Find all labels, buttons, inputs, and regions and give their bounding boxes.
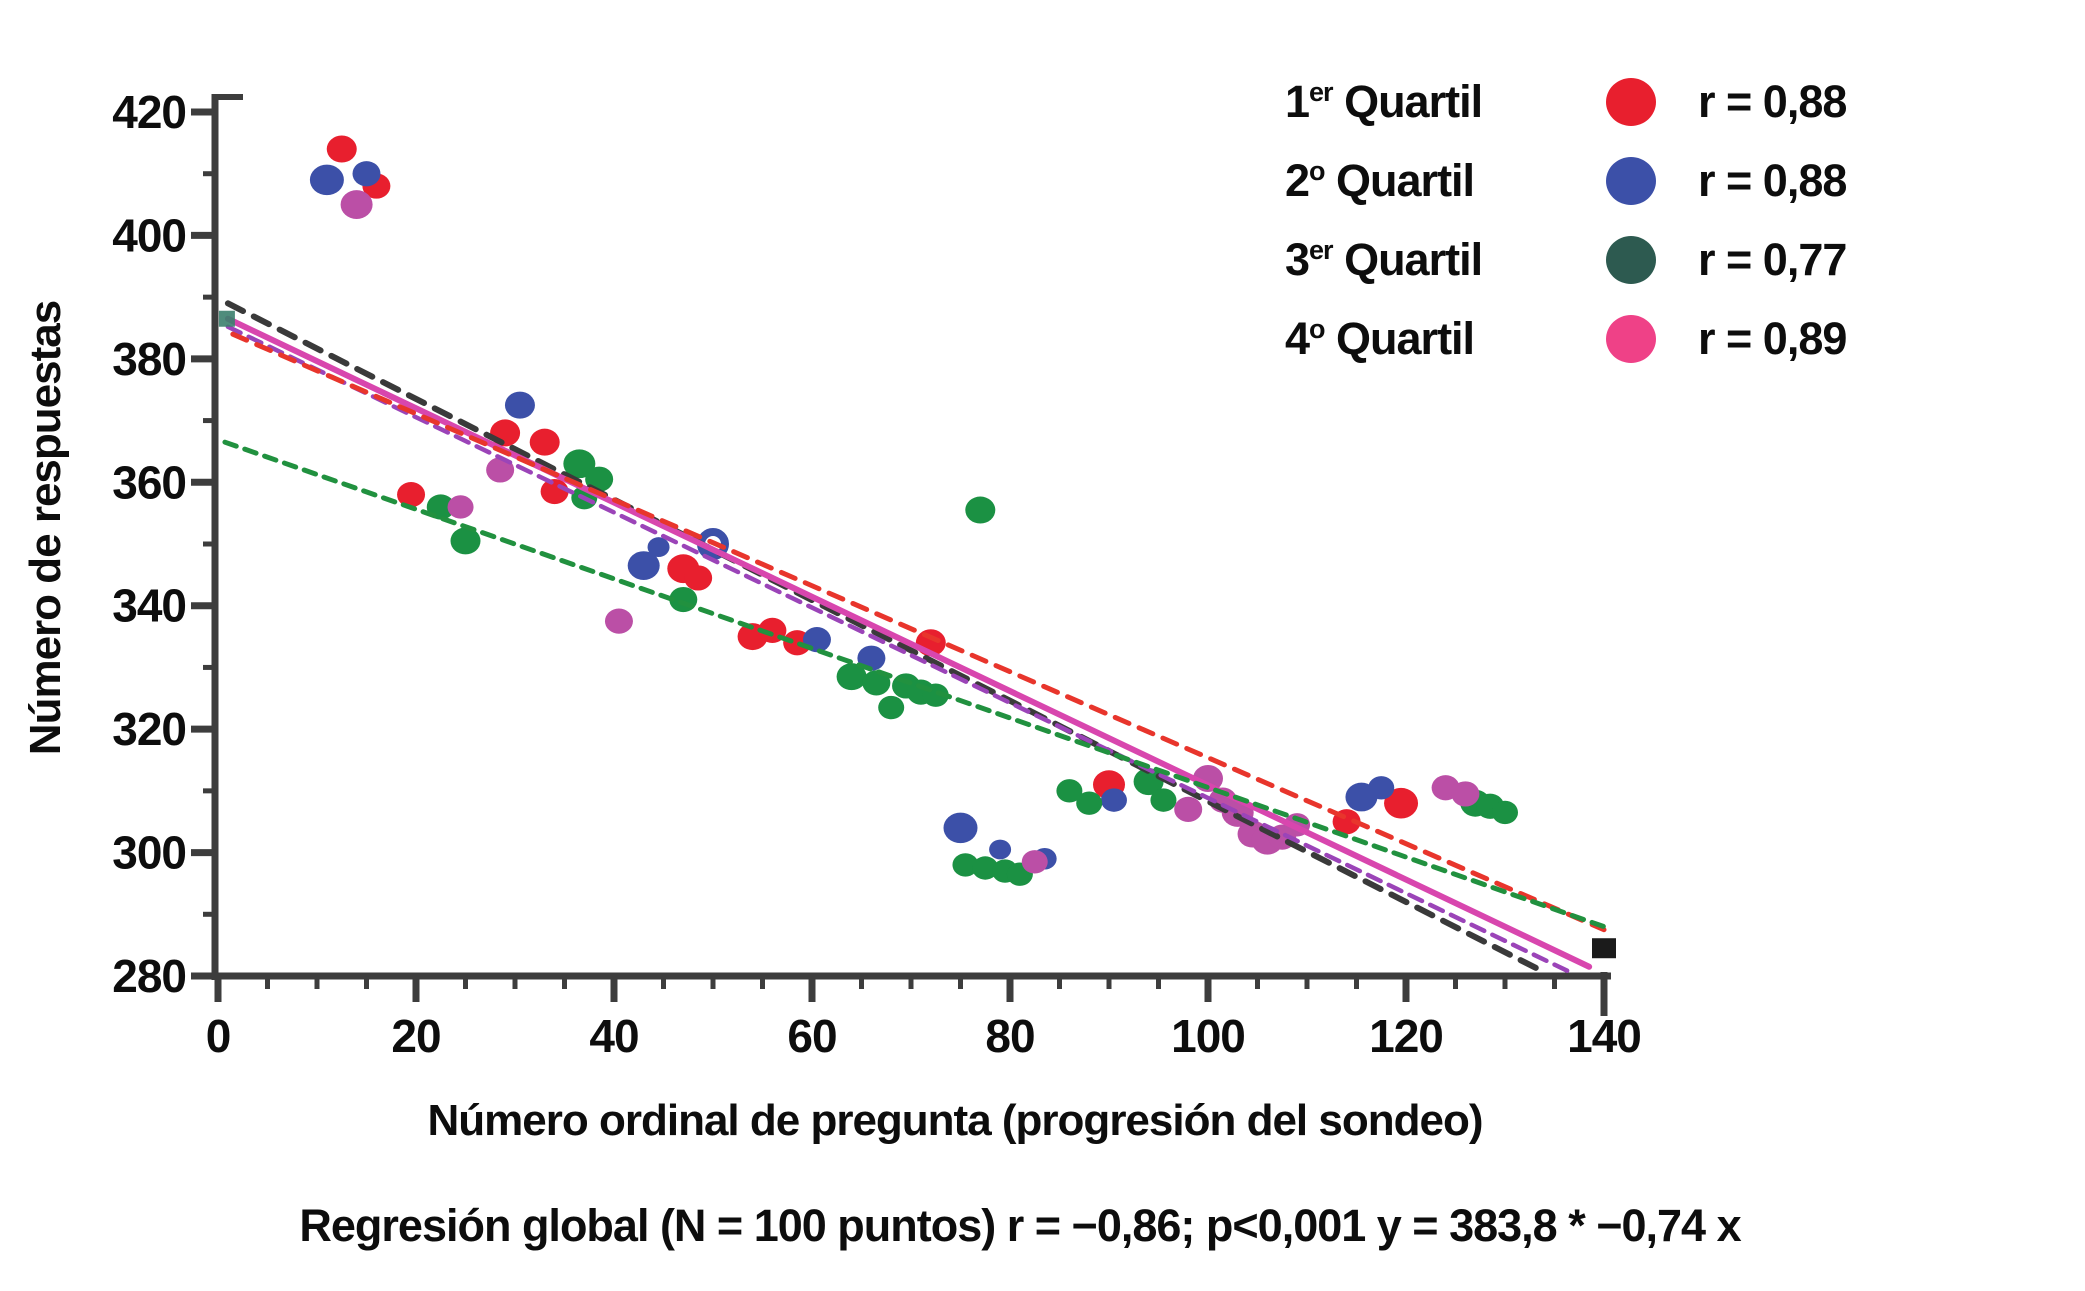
x-tick-label: 80 bbox=[985, 1010, 1034, 1062]
scatter-point-q4 bbox=[486, 457, 515, 483]
trend-line-q3 bbox=[222, 439, 1607, 930]
scatter-point-q4 bbox=[1451, 781, 1480, 807]
x-tick-label: 20 bbox=[391, 1010, 440, 1062]
scatter-point-q3 bbox=[450, 527, 481, 555]
scatter-point-q3 bbox=[563, 449, 596, 479]
y-tick-label: 300 bbox=[112, 827, 186, 879]
scatter-point-q3 bbox=[972, 856, 999, 880]
legend-dot-q2-icon bbox=[1606, 157, 1656, 205]
scatter-point-q2 bbox=[989, 839, 1012, 860]
y-tick-label: 380 bbox=[112, 333, 186, 385]
scatter-point-q2 bbox=[647, 537, 670, 557]
y-tick-label: 360 bbox=[112, 456, 186, 508]
scatter-point-q3 bbox=[1492, 800, 1518, 825]
trend-start-marker bbox=[218, 310, 235, 327]
scatter-point-q4 bbox=[1021, 850, 1048, 874]
trend-line-global bbox=[225, 324, 1577, 977]
scatter-point-q2 bbox=[1100, 788, 1127, 812]
scatter-point-q1 bbox=[684, 565, 713, 591]
scatter-point-q4 bbox=[604, 608, 633, 634]
x-tick-label: 40 bbox=[589, 1010, 638, 1062]
legend-rvalue-q4: r = 0,89 bbox=[1698, 313, 1847, 364]
regression-caption: Regresión global (N = 100 puntos) r = −0… bbox=[299, 1200, 1741, 1251]
scatter-point-q4 bbox=[340, 190, 373, 219]
legend-row-q3: 3er Quartil r = 0,77 bbox=[1255, 220, 1955, 300]
legend-row-q4: 4o Quartil r = 0,89 bbox=[1255, 299, 1955, 379]
trend-line-q2 bbox=[224, 300, 1543, 973]
scatter-point-q3 bbox=[878, 695, 905, 720]
scatter-point-q2 bbox=[309, 164, 344, 196]
x-tick-label: 120 bbox=[1369, 1010, 1443, 1062]
legend-rvalue-q3: r = 0,77 bbox=[1698, 234, 1847, 285]
scatter-point-q2 bbox=[1368, 776, 1395, 800]
scatter-point-q4 bbox=[1174, 796, 1203, 822]
y-tick-label: 340 bbox=[112, 580, 186, 632]
scatter-point-q3 bbox=[965, 496, 996, 524]
legend-rvalue-q2: r = 0,88 bbox=[1698, 155, 1847, 206]
scatter-point-q3 bbox=[836, 663, 867, 691]
x-tick-label: 100 bbox=[1171, 1010, 1245, 1062]
scatter-point-q3 bbox=[952, 853, 979, 877]
legend-dot-q4-icon bbox=[1606, 315, 1656, 363]
legend-row-q2: 2o Quartil r = 0,88 bbox=[1255, 141, 1955, 221]
x-axis-title: Número ordinal de pregunta (progresión d… bbox=[427, 1096, 1484, 1145]
legend-rvalue-q1: r = 0,88 bbox=[1698, 76, 1847, 127]
scatter-point-q2 bbox=[627, 551, 660, 580]
x-tick-label: 140 bbox=[1567, 1010, 1641, 1062]
trend-line-q1 bbox=[230, 331, 1607, 933]
scatter-point-q1 bbox=[1384, 787, 1419, 819]
scatter-point-q1 bbox=[529, 428, 560, 456]
scatter-point-q1 bbox=[540, 478, 569, 505]
legend-row-q1: 1er Quartil r = 0,88 bbox=[1255, 62, 1955, 142]
legend-dot-q1-icon bbox=[1606, 78, 1656, 126]
scatter-point-q2 bbox=[352, 161, 381, 187]
x-tick-label: 60 bbox=[787, 1010, 836, 1062]
scatter-point-q3 bbox=[1056, 779, 1083, 803]
legend-label-q4: 4o Quartil bbox=[1285, 313, 1475, 364]
trend-line-q4 bbox=[224, 315, 1593, 970]
scatter-point-q3 bbox=[1076, 791, 1103, 815]
scatter-point-q3 bbox=[862, 670, 891, 696]
y-axis-title: Número de respuestas bbox=[21, 300, 70, 756]
y-tick-label: 280 bbox=[112, 950, 186, 1002]
scatter-point-q4 bbox=[447, 495, 474, 519]
scatter-point-q2 bbox=[504, 391, 535, 419]
y-tick-label: 400 bbox=[112, 209, 186, 261]
scatter-point-q1 bbox=[397, 482, 426, 508]
scatter-point-q1 bbox=[326, 135, 357, 163]
legend-label-q1: 1er Quartil bbox=[1285, 76, 1483, 127]
legend-dot-q3-icon bbox=[1606, 236, 1656, 284]
trend-end-marker bbox=[1592, 938, 1616, 959]
scatter-point-q3 bbox=[1150, 788, 1177, 812]
legend-label-q2: 2o Quartil bbox=[1285, 155, 1475, 206]
x-tick-label: 0 bbox=[206, 1010, 231, 1062]
scatter-point-q2 bbox=[943, 812, 978, 844]
y-tick-label: 420 bbox=[112, 86, 186, 138]
y-tick-label: 320 bbox=[112, 703, 186, 755]
legend-label-q3: 3er Quartil bbox=[1285, 234, 1483, 285]
scatter-point-q1 bbox=[490, 419, 521, 447]
